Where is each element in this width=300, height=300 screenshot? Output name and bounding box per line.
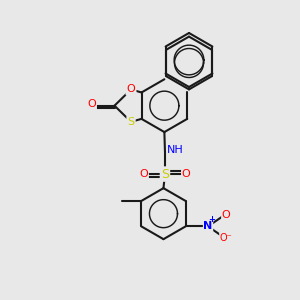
- Text: O: O: [140, 169, 148, 179]
- Text: O: O: [222, 210, 230, 220]
- Text: O: O: [182, 169, 190, 179]
- Text: +: +: [208, 215, 215, 224]
- Text: N: N: [203, 221, 213, 231]
- Text: NH: NH: [167, 145, 184, 155]
- Text: S: S: [161, 168, 169, 181]
- Text: O: O: [127, 85, 135, 94]
- Text: O⁻: O⁻: [220, 233, 232, 243]
- Text: O: O: [88, 99, 96, 109]
- Text: S: S: [128, 117, 135, 127]
